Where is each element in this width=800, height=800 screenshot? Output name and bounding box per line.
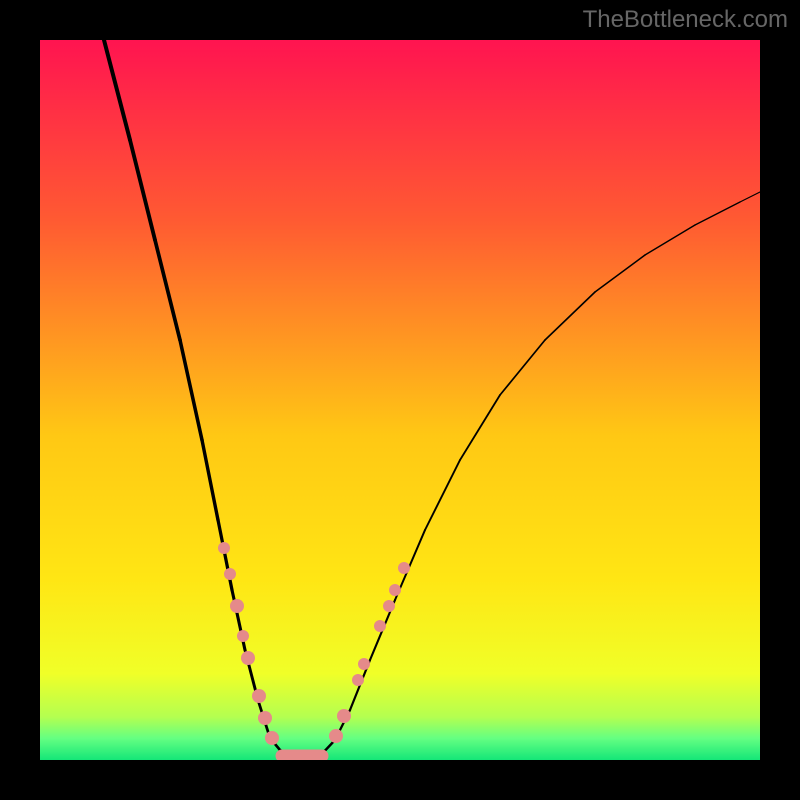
watermark-text: TheBottleneck.com [583, 6, 788, 34]
curve-layer [40, 40, 760, 760]
markers-group [218, 542, 410, 756]
curve-left-branch [104, 40, 292, 756]
plot-area [40, 40, 760, 760]
curve-right-branch [292, 192, 760, 756]
chart-container: TheBottleneck.com [0, 0, 800, 800]
